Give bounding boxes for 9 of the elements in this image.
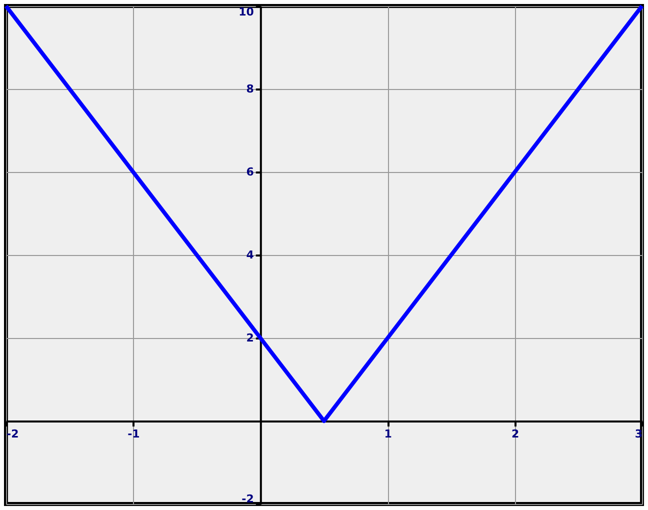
x-tick-label: 1: [384, 428, 392, 440]
y-tick-label: 4: [246, 248, 254, 262]
y-tick-label: 8: [246, 82, 254, 96]
y-tick-label: -2: [242, 492, 254, 506]
y-tick-label: 2: [246, 332, 254, 344]
y-tick-label: 10: [238, 6, 254, 18]
x-tick-label: 2: [511, 428, 520, 440]
x-tick-label: -1: [128, 428, 140, 440]
y-tick-label: 6: [246, 166, 254, 178]
